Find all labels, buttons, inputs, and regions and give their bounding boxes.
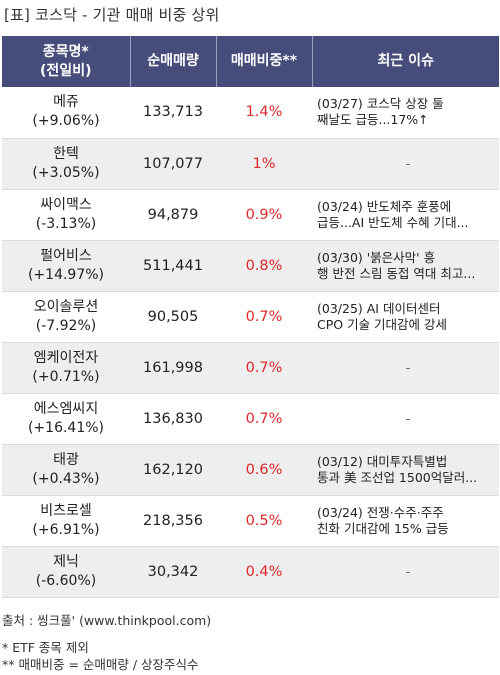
stock-name: 싸이맥스	[40, 196, 92, 213]
stock-name: 펄어비스	[40, 247, 92, 264]
net-volume: 161,998	[130, 342, 216, 394]
recent-issue: -	[312, 546, 499, 598]
stock-name-cell: 한텍 (+3.05%)	[2, 138, 130, 190]
recent-issue: (03/25) AI 데이터센터 CPO 기술 기대감에 강세	[312, 291, 499, 343]
stock-name: 오이솔루션	[33, 298, 99, 315]
recent-issue-line1: -	[405, 563, 411, 579]
stock-name-cell: 제닉 (-6.60%)	[2, 546, 130, 598]
header-name-line1: 종목명*	[42, 43, 89, 60]
stock-change: (+14.97%)	[27, 266, 105, 283]
table-row: 메쥬 (+9.06%) 133,713 1.4% (03/27) 코스닥 상장 둘 째날도…	[2, 87, 499, 139]
net-volume: 218,356	[130, 495, 216, 547]
trading-ratio: 0.9%	[216, 189, 312, 241]
recent-issue: -	[312, 138, 499, 190]
stock-name: 비츠로셀	[40, 502, 92, 519]
net-volume: 30,342	[130, 546, 216, 598]
header-volume: 순매매량	[130, 36, 217, 87]
table-body: 메쥬 (+9.06%) 133,713 1.4% (03/27) 코스닥 상장 둘 째날도…	[2, 87, 499, 598]
stock-change: (-3.13%)	[35, 215, 97, 232]
table-header: 종목명* (전일비) 순매매량 매매비중** 최근 이슈	[2, 36, 499, 87]
recent-issue: -	[312, 393, 499, 445]
stock-name: 에스엠씨지	[33, 400, 99, 417]
stock-name: 태광	[53, 451, 79, 468]
stock-change: (-6.60%)	[35, 572, 97, 589]
net-volume: 94,879	[130, 189, 216, 241]
stock-change: (+0.43%)	[32, 470, 100, 487]
stock-name-cell: 엠케이전자 (+0.71%)	[2, 342, 130, 394]
header-ratio: 매매비중**	[216, 36, 313, 87]
stock-change: (+0.71%)	[32, 368, 100, 385]
table-row: 오이솔루션 (-7.92%) 90,505 0.7% (03/25) AI 데이터센터 C…	[2, 291, 499, 343]
table-row: 엠케이전자 (+0.71%) 161,998 0.7% -	[2, 342, 499, 394]
recent-issue-line1: (03/12) 대미투자특별법	[317, 453, 448, 469]
recent-issue-line2: 째날도 급등...17%↑	[317, 112, 429, 128]
trading-ratio: 0.5%	[216, 495, 312, 547]
net-volume: 162,120	[130, 444, 216, 496]
stock-name-cell: 메쥬 (+9.06%)	[2, 87, 130, 139]
table-row: 펄어비스 (+14.97%) 511,441 0.8% (03/30) '붉은사막' 흥…	[2, 240, 499, 292]
table-row: 한텍 (+3.05%) 107,077 1% -	[2, 138, 499, 190]
footnote-ratio: ** 매매비중 = 순매매량 / 상장주식수	[2, 657, 199, 672]
stock-name: 한텍	[53, 145, 79, 162]
stock-change: (+9.06%)	[32, 113, 100, 130]
recent-issue-line2: 통과 美 조선업 1500억달러...	[317, 469, 478, 485]
stock-change: (-7.92%)	[35, 317, 97, 334]
stock-name: 메쥬	[53, 94, 79, 111]
stock-name-cell: 태광 (+0.43%)	[2, 444, 130, 496]
trading-ratio: 0.6%	[216, 444, 312, 496]
recent-issue-line1: (03/24) 반도체주 훈풍에	[317, 198, 452, 214]
trading-ratio: 0.8%	[216, 240, 312, 292]
institution-trading-table: 종목명* (전일비) 순매매량 매매비중** 최근 이슈 메쥬 (+9.06%) 1…	[2, 36, 499, 598]
page-title: [표] 코스닥 - 기관 매매 비중 상위	[4, 6, 220, 24]
trading-ratio: 0.7%	[216, 342, 312, 394]
trading-ratio: 0.4%	[216, 546, 312, 598]
recent-issue-line2: CPO 기술 기대감에 강세	[317, 316, 448, 332]
recent-issue-line2: 행 반전 스림 동접 역대 최고...	[317, 265, 476, 281]
recent-issue-line1: (03/27) 코스닥 상장 둘	[317, 96, 444, 112]
recent-issue-line1: -	[405, 359, 411, 375]
recent-issue: (03/27) 코스닥 상장 둘 째날도 급등...17%↑	[312, 87, 499, 139]
table-row: 제닉 (-6.60%) 30,342 0.4% -	[2, 546, 499, 598]
recent-issue-line1: -	[405, 410, 411, 426]
stock-name-cell: 싸이맥스 (-3.13%)	[2, 189, 130, 241]
recent-issue: (03/12) 대미투자특별법 통과 美 조선업 1500억달러...	[312, 444, 499, 496]
trading-ratio: 0.7%	[216, 291, 312, 343]
recent-issue-line2: 급등...AI 반도체 수혜 기대...	[317, 214, 469, 230]
trading-ratio: 1.4%	[216, 87, 312, 139]
trading-ratio: 0.7%	[216, 393, 312, 445]
stock-name-cell: 펄어비스 (+14.97%)	[2, 240, 130, 292]
table-row: 태광 (+0.43%) 162,120 0.6% (03/12) 대미투자특별법 통과 美…	[2, 444, 499, 496]
recent-issue: (03/24) 전쟁·수주·주주 친화 기대감에 15% 급등	[312, 495, 499, 547]
footnote-etf: * ETF 종목 제외	[2, 640, 89, 655]
recent-issue-line1: (03/25) AI 데이터센터	[317, 300, 441, 316]
table-row: 비츠로셀 (+6.91%) 218,356 0.5% (03/24) 전쟁·수주·주주 친…	[2, 495, 499, 547]
header-name: 종목명* (전일비)	[2, 36, 131, 87]
net-volume: 133,713	[130, 87, 216, 139]
recent-issue-line2: 친화 기대감에 15% 급등	[317, 520, 449, 536]
stock-change: (+6.91%)	[32, 521, 100, 538]
stock-name-cell: 비츠로셀 (+6.91%)	[2, 495, 130, 547]
net-volume: 90,505	[130, 291, 216, 343]
recent-issue-line1: (03/30) '붉은사막' 흥	[317, 249, 436, 265]
table-row: 에스엠씨지 (+16.41%) 136,830 0.7% -	[2, 393, 499, 445]
stock-name: 엠케이전자	[33, 349, 99, 366]
stock-change: (+3.05%)	[32, 164, 100, 181]
source-note: 출처 : 씽크풀' (www.thinkpool.com)	[2, 613, 212, 628]
stock-change: (+16.41%)	[27, 419, 105, 436]
header-issue: 최근 이슈	[312, 36, 499, 87]
stock-name-cell: 오이솔루션 (-7.92%)	[2, 291, 130, 343]
recent-issue-line1: -	[405, 155, 411, 171]
net-volume: 107,077	[130, 138, 216, 190]
net-volume: 511,441	[130, 240, 216, 292]
recent-issue-line1: (03/24) 전쟁·수주·주주	[317, 504, 444, 520]
stock-name: 제닉	[53, 553, 79, 570]
net-volume: 136,830	[130, 393, 216, 445]
recent-issue: -	[312, 342, 499, 394]
table-row: 싸이맥스 (-3.13%) 94,879 0.9% (03/24) 반도체주 훈풍에 급등…	[2, 189, 499, 241]
stock-name-cell: 에스엠씨지 (+16.41%)	[2, 393, 130, 445]
trading-ratio: 1%	[216, 138, 312, 190]
recent-issue: (03/24) 반도체주 훈풍에 급등...AI 반도체 수혜 기대...	[312, 189, 499, 241]
header-name-line2: (전일비)	[40, 62, 92, 79]
